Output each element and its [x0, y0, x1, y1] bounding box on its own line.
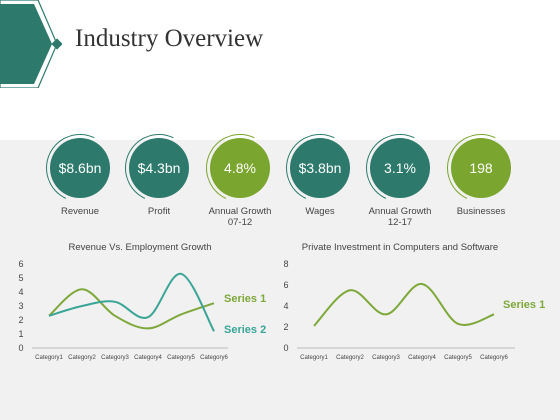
revenue-employment-chart: 0 1 2 3 4 5 6 Category1 Category2 Category3 Catego…	[18, 259, 266, 361]
x-tick-label: Category4	[134, 355, 162, 361]
kpi-label: Revenue	[60, 206, 100, 217]
y-tick-label: 0	[283, 343, 288, 353]
kpi-circle: $4.3bn	[129, 138, 189, 198]
kpi-6: 198 Businesses	[444, 138, 518, 217]
private-investment-chart: 0 2 4 6 8 Category1 Category2 Category3 Category…	[283, 259, 545, 361]
x-tick-label: Category6	[200, 355, 228, 361]
series-label-2: Series 2	[224, 324, 266, 336]
kpi-3: 4.8% Annual Growth 07-12	[203, 138, 277, 228]
kpi-circle: $3.8bn	[290, 138, 350, 198]
series-line-1	[48, 288, 215, 330]
y-tick-label: 3	[18, 301, 23, 311]
y-tick-label: 2	[283, 322, 288, 332]
y-tick-label: 6	[18, 259, 23, 269]
y-tick-label: 8	[283, 259, 288, 269]
kpi-5: 3.1% Annual Growth 12-17	[363, 138, 437, 228]
y-tick-label: 4	[18, 287, 23, 297]
kpi-label: Businesses	[456, 206, 506, 217]
kpi-value: 198	[469, 160, 493, 176]
kpi-circle: $8.6bn	[50, 138, 110, 198]
y-tick-label: 0	[18, 343, 23, 353]
page-title: Industry Overview	[75, 25, 264, 52]
series-line-1	[313, 282, 495, 327]
kpi-circle: 198	[451, 138, 511, 198]
y-tick-label: 6	[283, 280, 288, 290]
x-tick-label: Category5	[167, 355, 195, 361]
corner-arrow-decoration	[0, 0, 62, 88]
x-tick-label: Category3	[372, 355, 400, 361]
kpi-value: $8.6bn	[58, 160, 102, 176]
x-tick-label: Category6	[480, 355, 508, 361]
kpi-value: $3.8bn	[298, 160, 342, 176]
kpi-value: 4.8%	[224, 160, 256, 176]
chart1-title: Revenue Vs. Employment Growth	[68, 242, 212, 253]
x-tick-label: Category1	[300, 355, 328, 361]
kpi-label: Profit	[147, 206, 171, 217]
series-line-2	[48, 272, 215, 332]
kpi-4: $3.8bn Wages	[283, 138, 357, 217]
kpi-1: $8.6bn Revenue	[43, 138, 117, 217]
x-tick-label: Category2	[336, 355, 364, 361]
x-tick-label: Category5	[444, 355, 472, 361]
kpi-value: 3.1%	[384, 160, 416, 176]
x-tick-label: Category3	[101, 355, 129, 361]
y-tick-label: 2	[18, 315, 23, 325]
x-tick-label: Category1	[35, 355, 63, 361]
kpi-circle: 3.1%	[370, 138, 430, 198]
kpi-2: $4.3bn Profit	[122, 138, 196, 217]
kpi-label: Annual Growth 07-12	[208, 206, 272, 228]
x-tick-label: Category4	[408, 355, 436, 361]
y-tick-label: 1	[18, 329, 23, 339]
kpi-circle: 4.8%	[210, 138, 270, 198]
x-tick-label: Category2	[68, 355, 96, 361]
y-tick-label: 5	[18, 273, 23, 283]
series-label-1: Series 1	[503, 299, 545, 311]
kpi-value: $4.3bn	[137, 160, 181, 176]
y-tick-label: 4	[283, 301, 288, 311]
kpi-label: Annual Growth 12-17	[368, 206, 432, 228]
series-label-1: Series 1	[224, 293, 266, 305]
kpi-label: Wages	[305, 206, 335, 217]
chart2-title: Private Investment in Computers and Soft…	[301, 242, 499, 253]
